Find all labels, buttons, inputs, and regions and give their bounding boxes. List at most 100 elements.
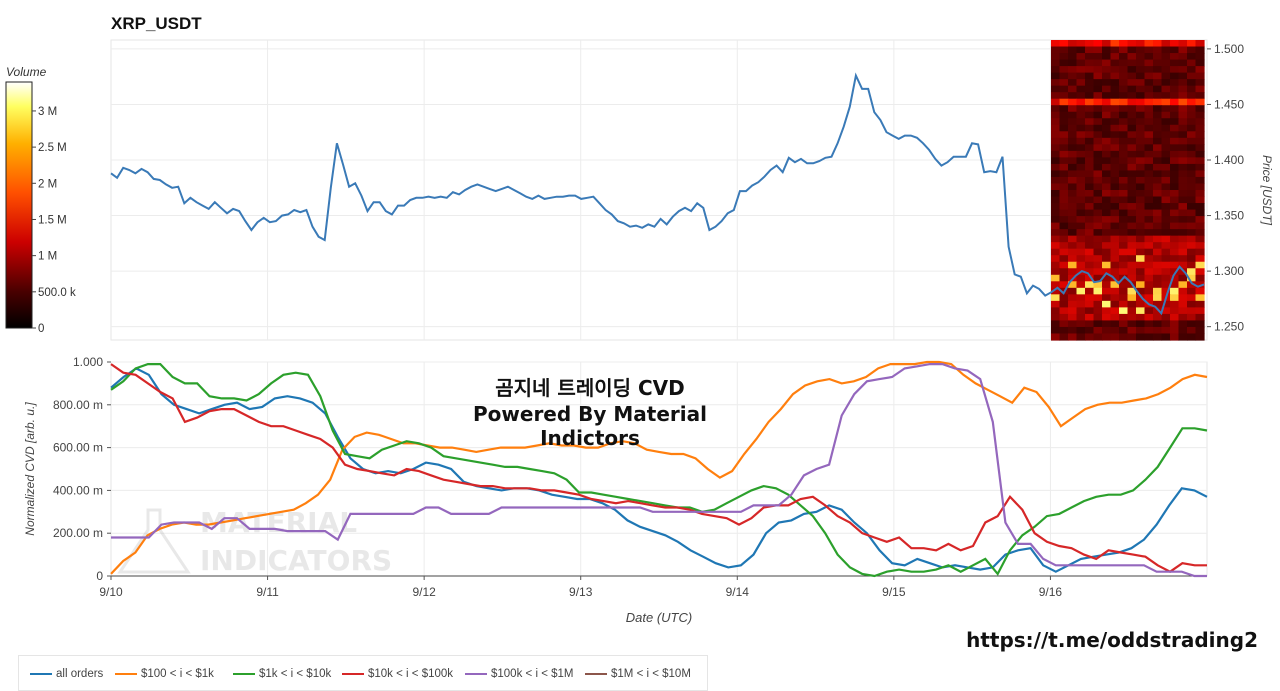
heatmap-cell (1051, 170, 1061, 178)
heatmap-cell (1076, 124, 1086, 132)
heatmap-cell (1195, 190, 1205, 198)
heatmap-cell (1153, 124, 1163, 132)
heatmap-cell (1102, 190, 1112, 198)
heatmap-cell (1093, 307, 1103, 315)
heatmap-cell (1195, 209, 1205, 217)
heatmap-cell (1110, 313, 1120, 322)
heatmap-cell (1187, 170, 1197, 178)
heatmap-cell (1110, 118, 1120, 126)
heatmap-cell (1119, 248, 1129, 256)
heatmap-cell (1187, 183, 1197, 191)
heatmap-cell (1178, 274, 1188, 282)
heatmap-cell (1051, 190, 1061, 198)
heatmap-cell (1119, 131, 1129, 139)
heatmap-cell (1153, 98, 1163, 106)
heatmap-cell (1144, 183, 1154, 191)
heatmap-cell (1110, 59, 1120, 67)
heatmap-cell (1076, 281, 1086, 289)
heatmap-cell (1119, 307, 1129, 315)
heatmap-cell (1085, 92, 1095, 100)
legend-item[interactable]: $10k < i < $100k (342, 668, 453, 680)
colorbar: Volume 3 M 2.5 M 2 M 1.5 M 1 M 500.0 k 0 (5, 65, 76, 335)
heatmap-cell (1187, 105, 1197, 113)
heatmap-cell (1085, 203, 1095, 211)
telegram-link[interactable]: https://t.me/oddstrading2 (966, 628, 1258, 652)
heatmap-cell (1110, 66, 1120, 74)
heatmap-cell (1076, 137, 1086, 145)
heatmap-cell (1051, 144, 1061, 152)
cvd-line--10k-i-100k (110, 363, 1207, 573)
heatmap-cell (1144, 294, 1154, 302)
heatmap-cell (1110, 183, 1120, 191)
heatmap-cell (1144, 150, 1154, 158)
legend-item[interactable]: $100k < i < $1M (465, 668, 573, 680)
heatmap-cell (1127, 320, 1137, 328)
heatmap-cell (1076, 261, 1086, 269)
heatmap-cell (1119, 229, 1129, 237)
heatmap-cell (1187, 53, 1197, 61)
heatmap-cell (1127, 313, 1137, 322)
heatmap-cell (1195, 268, 1205, 276)
heatmap-cell (1153, 209, 1163, 217)
heatmap-cell (1051, 274, 1061, 282)
heatmap-cell (1170, 118, 1180, 126)
heatmap-cell (1102, 326, 1112, 335)
heatmap-cell (1068, 150, 1078, 158)
heatmap-cell (1178, 203, 1188, 211)
heatmap-cell (1068, 268, 1078, 276)
heatmap-cell (1127, 66, 1137, 74)
heatmap-cell (1178, 137, 1188, 145)
heatmap-cell (1076, 333, 1086, 341)
legend-item[interactable]: all orders (30, 668, 103, 680)
heatmap-cell (1195, 313, 1205, 322)
heatmap-cell (1051, 176, 1061, 185)
heatmap-cell (1153, 131, 1163, 139)
heatmap-cell (1127, 46, 1137, 54)
heatmap-cell (1161, 320, 1171, 328)
heatmap-cell (1178, 216, 1188, 224)
heatmap-cell (1119, 176, 1129, 185)
legend-item[interactable]: $100 < i < $1k (115, 668, 214, 680)
heatmap-cell (1102, 53, 1112, 61)
heatmap-cell (1085, 190, 1095, 198)
heatmap-cell (1187, 326, 1197, 335)
heatmap-cell (1127, 85, 1137, 93)
heatmap-cell (1170, 46, 1180, 54)
heatmap-cell (1076, 150, 1086, 158)
heatmap-cell (1110, 261, 1120, 269)
heatmap-cell (1068, 92, 1078, 100)
heatmap-cell (1068, 53, 1078, 61)
heatmap-cell (1093, 40, 1103, 48)
heatmap-cell (1170, 98, 1180, 106)
heatmap-cell (1059, 183, 1069, 191)
legend-item[interactable]: $1k < i < $10k (233, 668, 331, 680)
heatmap-cell (1085, 287, 1095, 295)
heatmap-cell (1068, 209, 1078, 217)
heatmap-cell (1127, 124, 1137, 132)
heatmap-cell (1153, 326, 1163, 335)
heatmap-cell (1051, 79, 1061, 87)
heatmap-cell (1144, 72, 1154, 80)
heatmap-cell (1068, 248, 1078, 256)
heatmap-cell (1161, 85, 1171, 93)
heatmap-cell (1170, 209, 1180, 217)
heatmap-cell (1059, 261, 1069, 269)
heatmap-cell (1068, 46, 1078, 54)
heatmap-cell (1170, 196, 1180, 204)
cvd-ytick-label: 600.00 m (53, 441, 103, 455)
heatmap-cell (1119, 261, 1129, 269)
heatmap-cell (1127, 333, 1137, 341)
heatmap-cell (1102, 255, 1112, 263)
heatmap-cell (1170, 144, 1180, 152)
heatmap-cell (1127, 157, 1137, 165)
heatmap-cell (1187, 333, 1197, 341)
heatmap-cell (1153, 59, 1163, 67)
legend-item[interactable]: $1M < i < $10M (585, 668, 691, 680)
heatmap-cell (1093, 242, 1103, 250)
heatmap-cell (1127, 255, 1137, 263)
heatmap-cell (1187, 72, 1197, 80)
legend-label: $100k < i < $1M (491, 668, 574, 680)
heatmap-cell (1085, 118, 1095, 126)
heatmap-cell (1085, 85, 1095, 93)
